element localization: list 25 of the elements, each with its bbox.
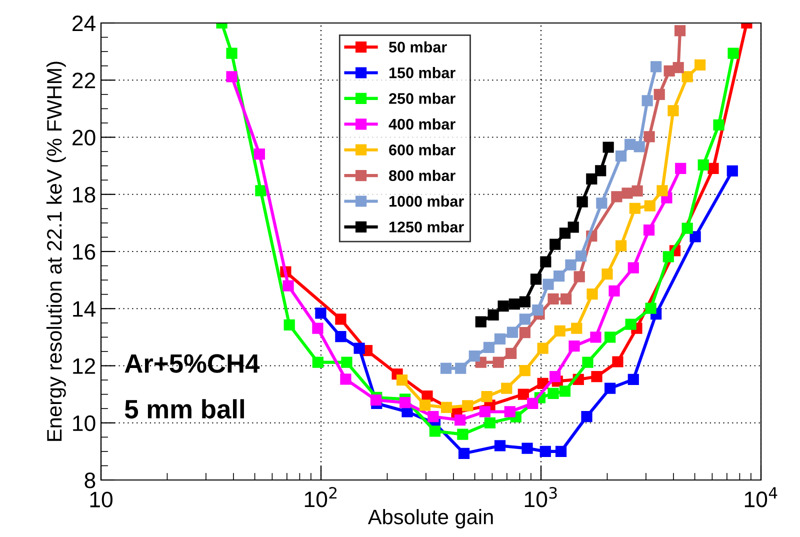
- y-tick-label: 18: [73, 186, 96, 203]
- legend-label: 600 mbar: [389, 144, 456, 156]
- x-tick-label: 10: [90, 492, 112, 508]
- legend-label: 150 mbar: [389, 67, 456, 78]
- y-axis-title: Energy resolution at 22.1 keV (% FWHM): [46, 62, 66, 441]
- legend-label: 50 mbar: [389, 41, 447, 53]
- legend-label: 400 mbar: [388, 118, 456, 130]
- y-tick-label: 8: [84, 472, 96, 488]
- legend-label: 1250 mbar: [389, 221, 464, 232]
- legend-label: 250 mbar: [389, 92, 456, 104]
- y-tick-label: 24: [72, 16, 96, 32]
- x-tick-label: 10$^{3}$: [524, 486, 557, 508]
- y-tick-label: 22: [72, 72, 96, 88]
- y-tick-label: 12: [73, 358, 96, 374]
- x-tick-label: 10$^{2}$: [304, 486, 336, 508]
- legend-label: 1000 mbar: [389, 196, 464, 207]
- annotation: Ar+5%CH4: [124, 354, 260, 373]
- y-tick-label: 20: [72, 130, 96, 146]
- legend-label: 800 mbar: [389, 170, 456, 182]
- y-tick-label: 10: [73, 415, 96, 432]
- x-tick-label: 10$^{4}$: [744, 487, 778, 508]
- annotation: 5 mm ball: [124, 399, 244, 419]
- y-tick-label: 16: [73, 244, 96, 260]
- y-tick-label: 14: [73, 301, 96, 317]
- x-axis-title: Absolute gain: [368, 509, 493, 528]
